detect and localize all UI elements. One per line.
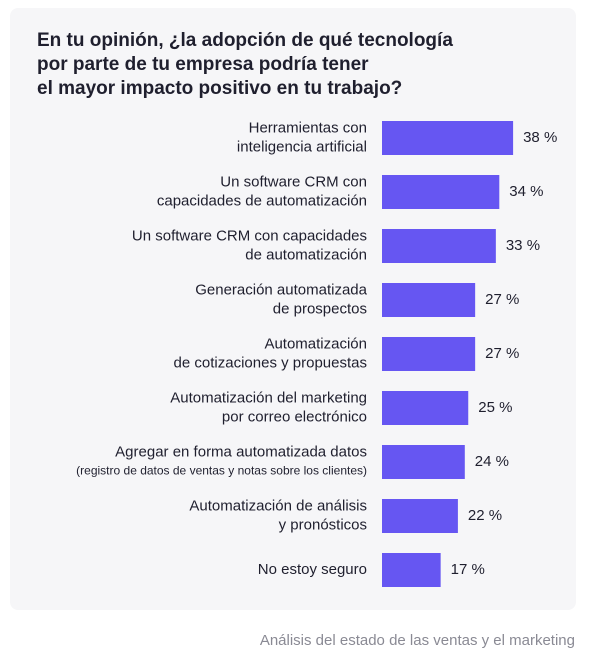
category-label: Un software CRM con capacidades [132,227,367,244]
category-label: de prospectos [273,300,367,317]
category-label: Automatización del marketing [170,389,367,406]
value-label: 33 % [506,237,540,254]
category-label: y pronósticos [279,516,367,533]
value-label: 25 % [478,399,512,416]
category-label: de cotizaciones y propuestas [174,354,367,371]
bar [382,391,469,425]
value-label: 34 % [509,183,543,200]
value-label: 27 % [485,291,519,308]
value-label: 17 % [451,561,485,578]
bar [382,553,441,587]
chart-title: el mayor impacto positivo en tu trabajo? [37,78,402,99]
value-label: 22 % [468,507,502,524]
bar [382,499,458,533]
category-label: Agregar en forma automatizada datos [115,443,367,460]
category-label: Automatización de análisis [189,497,367,514]
category-label: Herramientas con [249,119,367,136]
category-label: No estoy seguro [258,561,367,578]
bar [382,121,514,155]
value-label: 38 % [523,129,557,146]
category-label: Automatización [264,335,367,352]
bar [382,229,496,263]
category-label: Un software CRM con [220,173,367,190]
bar [382,445,465,479]
category-label: (registro de datos de ventas y notas sob… [76,464,367,478]
value-label: 24 % [475,453,509,470]
category-label: inteligencia artificial [237,138,367,155]
category-label: de automatización [245,246,367,263]
bar [382,175,500,209]
chart-title: por parte de tu empresa podría tener [37,54,369,75]
source: Análisis del estado de las ventas y el m… [260,632,575,649]
bar [382,337,476,371]
category-label: capacidades de automatización [157,192,367,209]
chart-title: En tu opinión, ¿la adopción de qué tecno… [37,30,453,51]
bar [382,283,476,317]
category-label: Generación automatizada [195,281,367,298]
value-label: 27 % [485,345,519,362]
category-label: por correo electrónico [222,408,367,425]
